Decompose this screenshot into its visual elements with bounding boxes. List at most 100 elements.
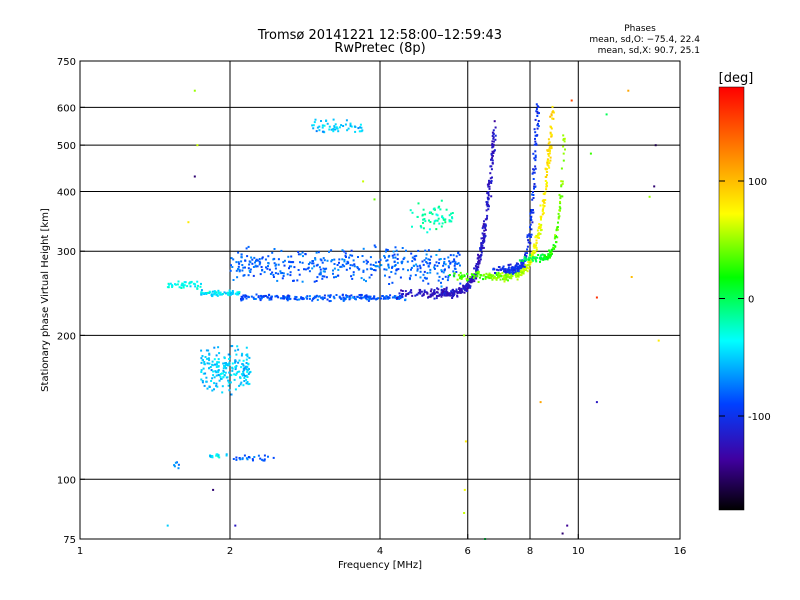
echo-point (282, 261, 285, 264)
echo-point (362, 269, 365, 272)
echo-point (491, 131, 494, 134)
echo-point (419, 266, 422, 269)
echo-point (272, 456, 275, 459)
echo-point (534, 150, 537, 153)
echo-point (420, 226, 423, 229)
echo-point (225, 376, 228, 379)
echo-point (348, 298, 351, 301)
echo-point (539, 229, 542, 232)
echo-point (508, 270, 511, 273)
echo-point (535, 103, 538, 106)
echo-point (487, 192, 490, 195)
echo-point (448, 292, 451, 295)
echo-point (279, 297, 282, 300)
echo-point (443, 288, 446, 291)
echo-point (549, 145, 552, 148)
echo-point (332, 130, 335, 133)
echo-point (338, 126, 341, 129)
echo-point (300, 297, 303, 300)
echo-point (273, 257, 276, 260)
chart-title: Tromsø 20141221 12:58:00–12:59:43 (257, 28, 503, 43)
echo-point (531, 172, 534, 175)
echo-point (243, 380, 246, 382)
x-tick-label: 16 (674, 546, 687, 557)
echo-point (383, 255, 386, 257)
echo-point (200, 289, 203, 292)
echo-point (380, 264, 383, 267)
echo-point (486, 183, 489, 186)
echo-point (211, 456, 214, 459)
echo-point (404, 290, 407, 293)
echo-point (416, 265, 419, 268)
echo-point (454, 268, 457, 270)
echo-point (526, 248, 529, 251)
echo-point (231, 266, 234, 268)
echo-point (466, 272, 469, 275)
echo-point (438, 294, 440, 297)
echo-point (470, 281, 473, 283)
echo-point (237, 348, 240, 351)
echo-point (200, 291, 203, 294)
echo-point (538, 112, 540, 115)
echo-point (319, 268, 322, 271)
echo-point (464, 285, 467, 287)
echo-point (414, 274, 417, 277)
echo-point (234, 361, 236, 364)
echo-point (444, 218, 447, 221)
echo-point (318, 125, 321, 128)
echo-point (394, 296, 397, 299)
echo-point (459, 264, 461, 267)
echo-point (212, 370, 215, 373)
echo-point (452, 270, 455, 273)
echo-point (459, 288, 462, 291)
echo-point (214, 291, 217, 294)
echo-point (277, 296, 280, 299)
echo-point (422, 208, 425, 211)
echo-point (211, 290, 214, 293)
echo-point (532, 152, 535, 155)
echo-point (206, 291, 209, 294)
echo-point (255, 293, 258, 296)
echo-point (203, 361, 206, 363)
echo-point (532, 211, 535, 214)
echo-point (402, 293, 404, 295)
echo-point (268, 298, 271, 301)
echo-point (453, 275, 456, 278)
echo-point (335, 294, 338, 296)
echo-point (463, 334, 466, 337)
echo-point (202, 367, 205, 370)
echo-point (473, 275, 476, 278)
echo-point (459, 277, 461, 280)
echo-point (475, 263, 478, 265)
echo-point (302, 297, 305, 300)
echo-point (366, 268, 369, 271)
echo-point (557, 221, 559, 224)
echo-point (322, 270, 325, 273)
echo-point (344, 123, 347, 126)
echo-point (259, 297, 262, 300)
echo-point (442, 218, 445, 221)
echo-point (444, 294, 447, 297)
echo-point (237, 251, 240, 254)
echo-point (535, 249, 538, 252)
echo-point (200, 293, 203, 296)
echo-point (477, 272, 480, 275)
echo-point (492, 152, 495, 154)
echo-point (419, 270, 422, 273)
echo-point (229, 381, 232, 384)
echo-point (187, 221, 190, 224)
echo-point (242, 370, 245, 373)
echo-point (253, 456, 256, 458)
echo-point (486, 205, 489, 208)
echo-point (460, 278, 463, 280)
echo-point (527, 241, 530, 244)
echo-point (221, 293, 224, 295)
echo-point (378, 266, 381, 269)
echo-point (477, 270, 479, 273)
echo-point (355, 298, 357, 301)
echo-point (469, 276, 472, 278)
echo-point (217, 358, 220, 361)
echo-point (280, 272, 283, 275)
echo-point (372, 264, 375, 266)
echo-point (231, 369, 234, 372)
